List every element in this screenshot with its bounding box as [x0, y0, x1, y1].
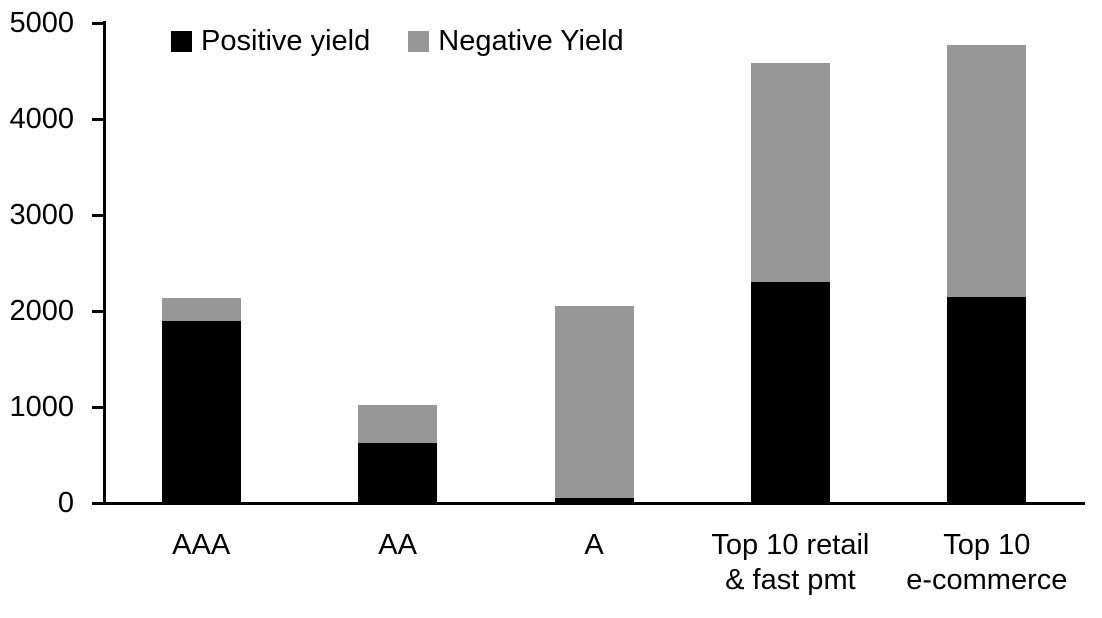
- bar-top-10-e-commerce-negative-yield: [947, 45, 1027, 297]
- bar-aaa-negative-yield: [161, 297, 241, 321]
- y-axis-line: [103, 21, 106, 505]
- y-tick-label-0: 0: [57, 487, 74, 519]
- x-category-label-line: AA: [378, 529, 417, 561]
- x-axis-line: [103, 502, 1085, 505]
- x-category-label-line: & fast pmt: [725, 564, 856, 596]
- y-tick-label-5000: 5000: [9, 7, 74, 39]
- x-category-label-line: AAA: [172, 529, 231, 561]
- bar-aaa-positive-yield: [161, 320, 241, 503]
- y-tick-2000: [92, 309, 106, 313]
- x-category-label-line: Top 10: [943, 529, 1031, 561]
- y-tick-label-1000: 1000: [9, 391, 74, 423]
- legend-swatch-negative-yield: [408, 30, 430, 52]
- y-tick-label-3000: 3000: [9, 199, 74, 231]
- y-tick-4000: [92, 117, 106, 121]
- bar-top-10-retail-fast-pmt-negative-yield: [750, 63, 830, 283]
- y-tick-label-4000: 4000: [9, 103, 74, 135]
- bar-a-positive-yield: [554, 498, 634, 503]
- legend-label-negative-yield: Negative Yield: [438, 25, 624, 57]
- legend-item-positive-yield: Positive yield: [171, 24, 370, 58]
- legend-item-negative-yield: Negative Yield: [408, 24, 624, 58]
- chart-legend: Positive yield Negative Yield: [171, 24, 624, 58]
- legend-swatch-positive-yield: [171, 30, 192, 52]
- bar-aa-positive-yield: [358, 442, 438, 503]
- bar-a-negative-yield: [554, 306, 634, 499]
- x-category-label-aaa: AAA: [86, 528, 316, 563]
- bar-top-10-e-commerce-positive-yield: [947, 296, 1027, 503]
- x-category-label-top-10-e-commerce: Top 10 e-commerce: [872, 528, 1102, 598]
- y-tick-0: [92, 501, 106, 505]
- y-tick-1000: [92, 405, 106, 409]
- y-tick-label-2000: 2000: [9, 295, 74, 327]
- legend-label-positive-yield: Positive yield: [201, 25, 371, 57]
- bar-aa-negative-yield: [358, 405, 438, 443]
- bar-top-10-retail-fast-pmt-positive-yield: [750, 282, 830, 503]
- x-category-label-a: A: [479, 528, 709, 563]
- x-category-label-aa: AA: [283, 528, 513, 563]
- y-tick-3000: [92, 213, 106, 217]
- x-category-label-line: e-commerce: [906, 564, 1068, 596]
- x-category-label-line: Top 10 retail: [711, 529, 870, 561]
- x-category-label-top-10-retail-fast-pmt: Top 10 retail & fast pmt: [675, 528, 905, 598]
- y-tick-5000: [92, 21, 106, 25]
- x-category-label-line: A: [584, 529, 604, 561]
